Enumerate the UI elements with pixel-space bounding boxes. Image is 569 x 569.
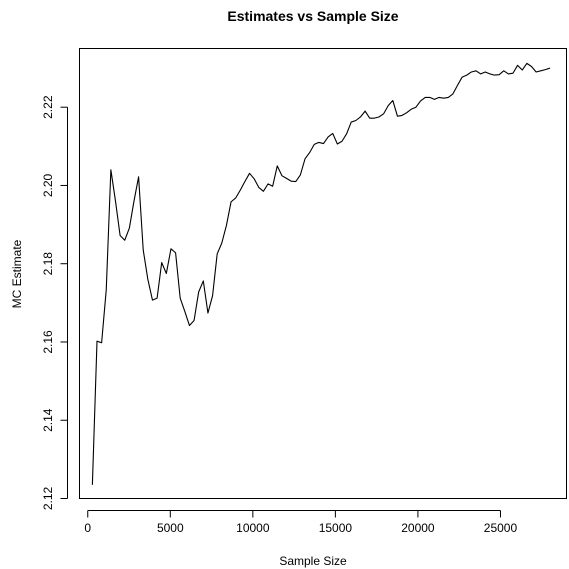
y-tick-label: 2.20 bbox=[41, 173, 55, 197]
x-axis-ticks: 0 5000 10000 15000 20000 25000 bbox=[84, 510, 518, 535]
x-tick-label: 5000 bbox=[157, 521, 184, 535]
x-tick-label: 10000 bbox=[236, 521, 270, 535]
y-axis-ticks: 2.12 2.14 2.16 2.18 2.20 2.22 bbox=[41, 95, 68, 510]
y-tick-label: 2.18 bbox=[41, 252, 55, 276]
series-line bbox=[91, 62, 551, 485]
x-tick-label: 25000 bbox=[484, 521, 518, 535]
y-tick-label: 2.12 bbox=[41, 486, 55, 510]
chart-title: Estimates vs Sample Size bbox=[227, 8, 398, 24]
x-tick-label: 0 bbox=[84, 521, 91, 535]
plot-frame bbox=[79, 48, 567, 499]
x-tick-label: 20000 bbox=[401, 521, 435, 535]
series-group bbox=[91, 62, 551, 485]
y-tick-label: 2.16 bbox=[41, 330, 55, 354]
y-tick-label: 2.22 bbox=[41, 95, 55, 119]
x-tick-label: 15000 bbox=[319, 521, 353, 535]
y-axis-label: MC Estimate bbox=[10, 239, 24, 308]
x-axis-label: Sample Size bbox=[279, 554, 347, 568]
y-tick-label: 2.14 bbox=[41, 408, 55, 432]
